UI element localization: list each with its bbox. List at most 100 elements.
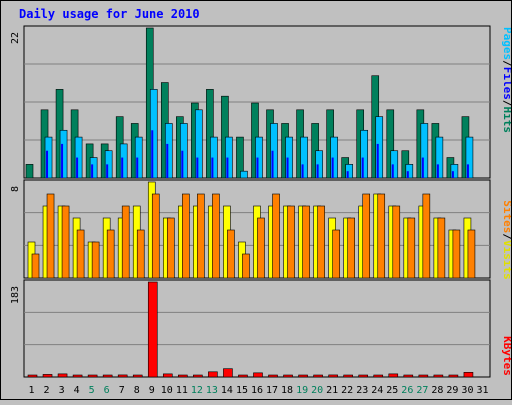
pages-bar xyxy=(466,164,469,178)
pages-bar xyxy=(106,164,109,178)
pages-bar xyxy=(256,157,259,178)
sites-bar xyxy=(377,193,386,279)
files-bar xyxy=(225,136,233,179)
sites-bar xyxy=(422,193,431,279)
day-tick-label: 7 xyxy=(119,385,125,396)
files-bar xyxy=(330,136,338,179)
kbytes-bar xyxy=(117,374,128,378)
day-tick-label: 1 xyxy=(29,385,35,396)
files-bar xyxy=(240,170,248,179)
y-max-label: 8 xyxy=(10,186,21,192)
pages-bar xyxy=(316,164,319,178)
files-bar xyxy=(164,123,173,179)
pages-bar xyxy=(121,157,124,178)
sites-bar xyxy=(227,229,235,279)
pages-bar xyxy=(391,164,394,178)
files-bar xyxy=(180,123,188,179)
sites-bar xyxy=(136,229,145,279)
sites-bar xyxy=(362,193,371,279)
sites-bar xyxy=(287,205,295,279)
hits-bar xyxy=(236,136,244,179)
kbytes-bar xyxy=(162,373,173,378)
pages-bar xyxy=(301,164,304,178)
pages-bar xyxy=(166,143,169,178)
top-right-label-part: / xyxy=(501,60,512,67)
top-panel: 22 xyxy=(10,25,491,179)
day-tick-label: 20 xyxy=(311,385,323,396)
kbytes-bar xyxy=(268,374,278,378)
day-tick-label: 15 xyxy=(236,385,248,396)
files-bar xyxy=(210,136,218,179)
kbytes-bar xyxy=(132,374,143,378)
sites-bar xyxy=(407,217,416,279)
pages-bar xyxy=(151,130,154,178)
files-bar xyxy=(360,129,369,179)
day-tick-label: 16 xyxy=(251,385,263,396)
pages-bar xyxy=(91,164,94,178)
sites-bar xyxy=(242,253,250,279)
sites-bar xyxy=(302,205,310,279)
sites-bar xyxy=(257,217,265,279)
kbytes-bar xyxy=(253,372,263,378)
pages-bar xyxy=(406,171,409,178)
pages-bar xyxy=(421,157,424,178)
kbytes-bar xyxy=(178,374,188,378)
sites-bar xyxy=(166,217,175,279)
files-bar xyxy=(405,164,414,179)
x-axis-labels: 1 2 3 4 5 6 7 8 9 10 11 12 13 14 15 16 17 18 19 20 21 22 23 24 2… xyxy=(29,385,489,396)
sites-bar xyxy=(106,229,115,279)
day-tick-label: 6 xyxy=(104,385,110,396)
day-tick-label: 21 xyxy=(326,385,338,396)
files-bar xyxy=(390,150,399,179)
kbytes-bar xyxy=(27,374,38,378)
sites-bar xyxy=(317,205,325,279)
pages-bar xyxy=(136,157,139,178)
files-bar xyxy=(450,164,459,179)
kbytes-bar xyxy=(42,374,53,378)
files-bar xyxy=(59,129,68,179)
sites-bar xyxy=(182,193,190,279)
sites-bar xyxy=(31,253,40,279)
kbytes-bar xyxy=(238,374,248,378)
day-tick-label: 19 xyxy=(296,385,308,396)
files-bar xyxy=(44,136,53,179)
panel-frame xyxy=(23,279,491,378)
pages-bar xyxy=(361,157,364,178)
kbytes-bar xyxy=(463,372,474,378)
sites-bar xyxy=(437,217,446,279)
files-bar xyxy=(465,136,474,179)
day-tick-label: 8 xyxy=(134,385,140,396)
sites-bar xyxy=(46,193,55,279)
files-bar xyxy=(435,136,444,179)
middle-panel: 8 xyxy=(10,179,491,279)
files-bar xyxy=(345,164,353,179)
middle-right-label-part: / xyxy=(501,233,512,240)
pages-bar xyxy=(196,157,199,178)
files-bar xyxy=(315,150,323,179)
kbytes-bar xyxy=(298,374,308,378)
pages-bar xyxy=(46,150,49,178)
files-bar xyxy=(149,89,158,179)
day-tick-label: 26 xyxy=(401,385,413,396)
files-bar xyxy=(375,116,384,179)
middle-right-label-part: Visits xyxy=(501,240,512,280)
pages-bar xyxy=(211,157,214,178)
files-bar xyxy=(195,109,203,179)
top-right-label-part: Pages xyxy=(501,27,512,60)
top-right-label: Pages/Files/Hits xyxy=(501,27,512,133)
pages-bar xyxy=(271,150,274,178)
day-tick-label: 22 xyxy=(341,385,353,396)
pages-bar xyxy=(331,157,334,178)
kbytes-bar xyxy=(72,374,83,378)
day-tick-label: 9 xyxy=(149,385,155,396)
files-bar xyxy=(420,123,429,179)
day-tick-label: 17 xyxy=(266,385,278,396)
top-right-label-part: Files xyxy=(501,67,512,100)
kbytes-bar xyxy=(283,374,293,378)
hits-bar xyxy=(206,89,214,179)
kbytes-bar xyxy=(208,371,218,378)
kbytes-bar xyxy=(57,373,68,378)
hits-bar xyxy=(25,164,34,179)
